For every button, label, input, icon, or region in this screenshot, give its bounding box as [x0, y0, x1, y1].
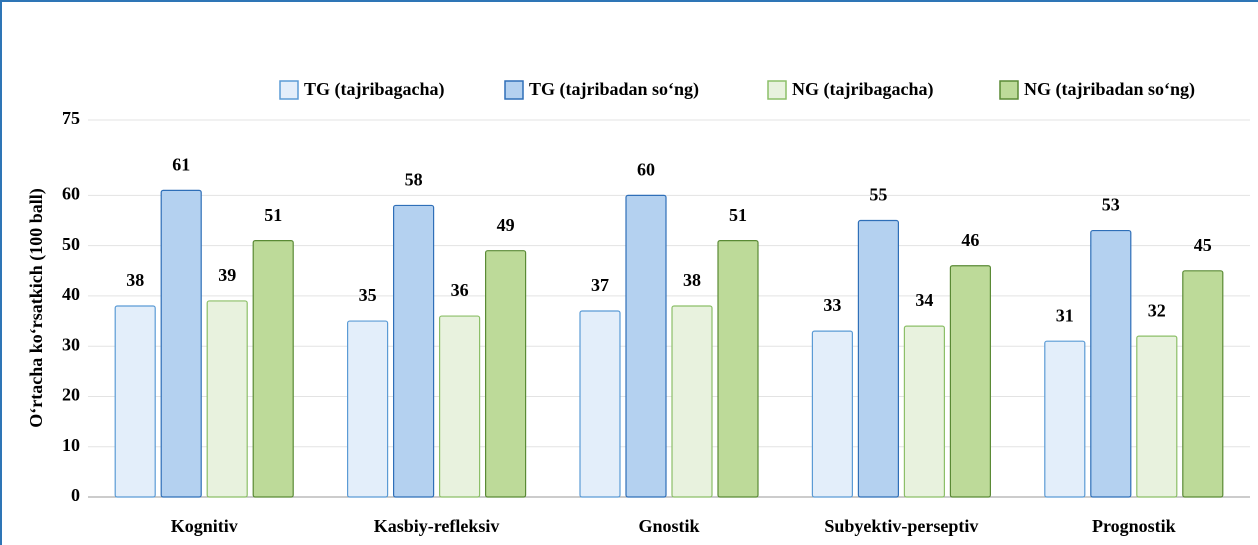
- bar: [1044, 340, 1086, 498]
- data-label: 33: [823, 295, 841, 315]
- data-label: 49: [497, 215, 515, 235]
- x-tick-label: Prognostik: [1092, 516, 1176, 536]
- x-tick-label: Kasbiy-refleksiv: [374, 516, 500, 536]
- data-label: 31: [1056, 305, 1074, 325]
- data-label: 51: [264, 205, 282, 225]
- data-label: 35: [359, 285, 377, 305]
- y-tick-label: 40: [62, 284, 80, 304]
- x-tick-label: Gnostik: [638, 516, 699, 536]
- bar: [206, 300, 248, 498]
- bar: [1136, 335, 1178, 498]
- data-label: 38: [683, 270, 701, 290]
- legend-swatch: [504, 80, 524, 100]
- y-axis-label: O‘rtacha ko‘rsatkich (100 ball): [26, 188, 47, 427]
- data-label: 39: [218, 265, 236, 285]
- y-tick-label: 60: [62, 184, 80, 204]
- bar: [439, 315, 481, 498]
- data-label: 34: [915, 290, 933, 310]
- y-tick-label: 0: [71, 485, 80, 505]
- bar: [1090, 229, 1132, 498]
- y-tick-label: 10: [62, 435, 80, 455]
- bar: [347, 320, 389, 498]
- x-tick-label: Kognitiv: [171, 516, 238, 536]
- data-label: 46: [961, 230, 979, 250]
- bar: [114, 305, 156, 498]
- data-label: 60: [637, 160, 655, 180]
- bar: [903, 325, 946, 498]
- bar: [579, 310, 621, 498]
- data-label: 58: [405, 170, 423, 190]
- data-label: 51: [729, 205, 747, 225]
- data-label: 61: [172, 154, 190, 174]
- bar: [949, 265, 992, 498]
- bar: [160, 189, 202, 498]
- legend-label: NG (tajribadan so‘ng): [1024, 79, 1195, 100]
- bar: [811, 330, 854, 498]
- data-label: 45: [1194, 235, 1212, 255]
- legend-label: TG (tajribagacha): [304, 79, 444, 100]
- bar: [1182, 270, 1224, 498]
- data-label: 37: [591, 275, 609, 295]
- y-tick-label: 20: [62, 385, 80, 405]
- legend-swatch: [767, 80, 787, 100]
- data-label: 38: [126, 270, 144, 290]
- y-tick-label: 30: [62, 334, 80, 354]
- bar: [671, 305, 713, 498]
- bar: [485, 250, 527, 498]
- bar: [717, 240, 759, 498]
- bar: [252, 240, 294, 498]
- bar: [857, 219, 900, 498]
- data-label: 32: [1148, 300, 1166, 320]
- data-label: 36: [451, 280, 469, 300]
- legend-label: TG (tajribadan so‘ng): [529, 79, 699, 100]
- bar: [393, 204, 435, 498]
- bar: [625, 194, 667, 498]
- legend-label: NG (tajribagacha): [792, 79, 933, 100]
- data-label: 53: [1102, 195, 1120, 215]
- y-tick-label: 50: [62, 234, 80, 254]
- legend-swatch: [999, 80, 1019, 100]
- data-label: 55: [869, 185, 887, 205]
- legend-swatch: [279, 80, 299, 100]
- y-tick-label: 75: [62, 108, 80, 128]
- x-tick-label: Subyektiv-perseptiv: [824, 516, 978, 536]
